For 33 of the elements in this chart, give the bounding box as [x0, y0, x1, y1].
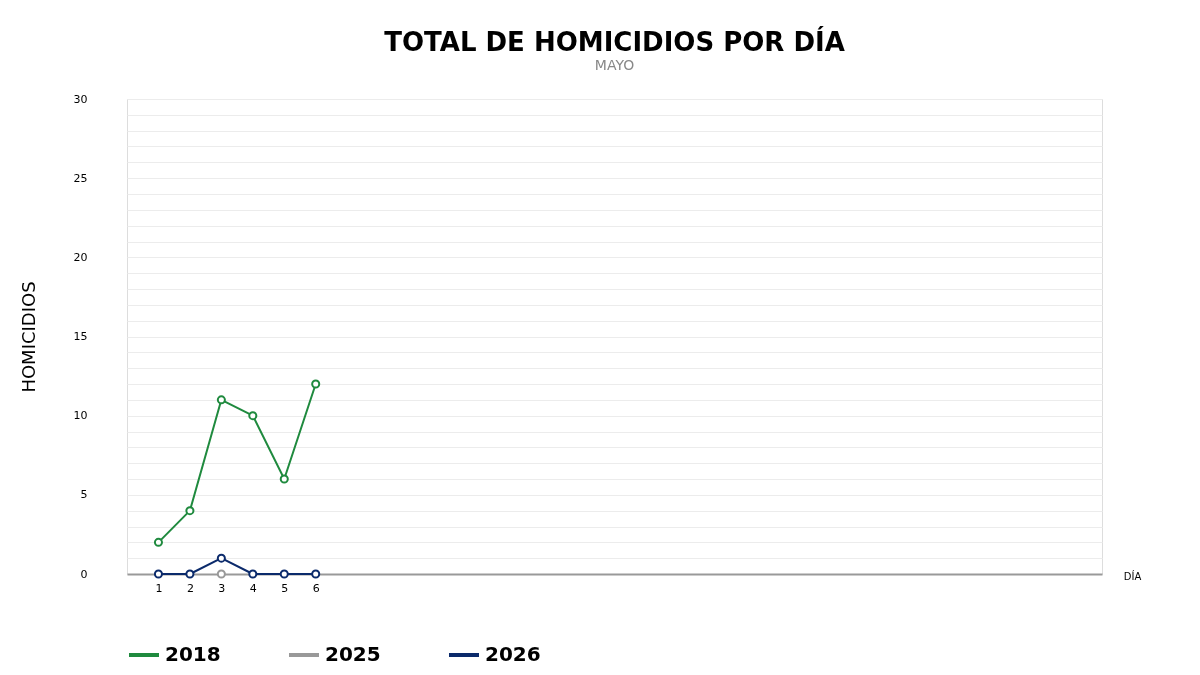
- legend-label: 2025: [325, 642, 381, 666]
- y-tick-label: 20: [73, 250, 88, 264]
- x-tick-label: 5: [281, 581, 289, 595]
- legend-label: 2018: [165, 642, 221, 666]
- point: [279, 569, 289, 579]
- point: [153, 569, 163, 579]
- y-tick-label: 0: [80, 567, 88, 581]
- point: [185, 506, 195, 516]
- y-tick-label: 30: [73, 92, 88, 106]
- x-tick-label: 6: [312, 581, 320, 595]
- x-tick-label: 1: [155, 581, 163, 595]
- y-axis-title: HOMICIDIOS: [17, 281, 39, 393]
- x-tick-label: 2: [186, 581, 194, 595]
- y-tick-label: 25: [73, 171, 88, 185]
- point: [311, 569, 321, 579]
- x-tick-label: 3: [218, 581, 226, 595]
- point: [216, 395, 226, 405]
- chart-subtitle: MAYO: [594, 57, 635, 73]
- point: [248, 411, 258, 421]
- legend-label: 2026: [485, 642, 541, 666]
- y-tick-label: 5: [80, 488, 88, 502]
- point: [311, 379, 321, 389]
- y-tick-label: 15: [73, 330, 88, 343]
- point: [248, 569, 258, 579]
- point: [279, 474, 289, 484]
- point: [153, 537, 163, 547]
- y-tick-label: 10: [73, 409, 88, 423]
- point: [185, 569, 195, 579]
- chart-title: TOTAL DE HOMICIDIOS POR DÍA: [384, 26, 845, 57]
- x-axis-title: DÍA: [1123, 569, 1142, 582]
- point: [216, 569, 226, 579]
- point: [216, 553, 226, 563]
- x-tick-label: 4: [249, 581, 257, 595]
